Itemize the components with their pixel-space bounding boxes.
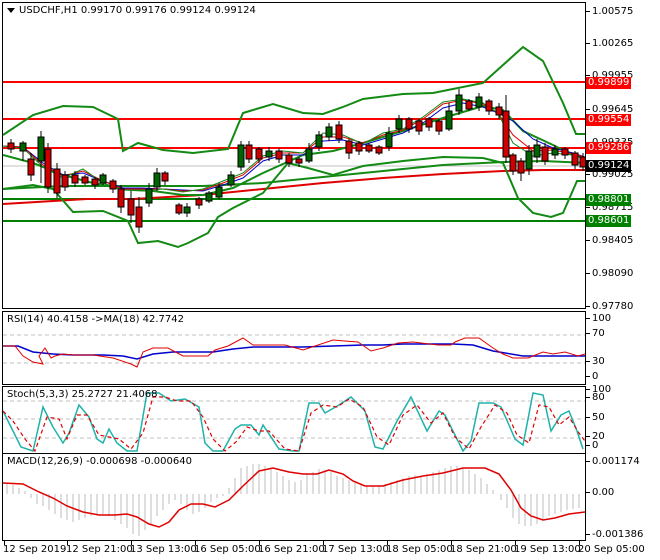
time-label: 16 Sep 21:00 — [258, 544, 325, 555]
stoch-tick: 100 — [586, 384, 611, 396]
bollinger-upper — [3, 45, 585, 155]
time-label: 19 Sep 13:00 — [514, 544, 581, 555]
stoch-tick: 20 — [586, 431, 605, 443]
macd-histogram — [6, 464, 580, 536]
collapse-triangle-icon[interactable] — [7, 7, 15, 13]
price-tick: 1.00575 — [586, 6, 633, 18]
time-label: 20 Sep 05:00 — [578, 544, 645, 555]
rsi-line — [3, 337, 585, 368]
price-chart-canvas — [3, 45, 585, 249]
stochastic-scale: 100 80 50 20 0 — [586, 384, 660, 452]
time-label: 18 Sep 05:00 — [386, 544, 453, 555]
macd-canvas — [3, 464, 585, 536]
price-tick: 0.99955 — [586, 70, 633, 82]
price-tick: 0.98405 — [586, 235, 633, 247]
stoch-signal-line — [3, 396, 585, 453]
rsi-tick: 70 — [586, 328, 605, 340]
stochastic-panel[interactable]: Stoch(5,3,3) 25.2727 21.4068 — [2, 386, 586, 454]
time-axis: 12 Sep 2019 12 Sep 21:00 13 Sep 13:00 16… — [0, 541, 660, 560]
time-label: 13 Sep 13:00 — [130, 544, 197, 555]
macd-scale: 0.001174 0.00 -0.001386 — [586, 453, 660, 541]
rsi-scale: 100 70 30 0 — [586, 311, 660, 383]
price-scale: 1.00575 1.00265 0.99955 0.99645 0.99335 … — [586, 2, 660, 312]
rsi-title: RSI(14) 40.4158 ->MA(18) 42.7742 — [7, 314, 184, 325]
rsi-canvas — [3, 334, 585, 368]
time-label: 12 Sep 21:00 — [66, 544, 133, 555]
macd-tick: -0.001386 — [586, 529, 643, 541]
stoch-main-line — [3, 392, 584, 453]
rsi-tick: 100 — [586, 313, 611, 325]
stoch-tick: 80 — [586, 392, 605, 404]
support-tag-1: 0.98801 — [586, 194, 632, 206]
stochastic-canvas — [3, 392, 585, 453]
price-tick: 0.99645 — [586, 104, 633, 116]
current-price-tag: 0.99124 — [586, 160, 632, 172]
price-chart-panel[interactable]: USDCHF,H1 0.99170 0.99176 0.99124 0.9912… — [2, 2, 586, 309]
time-label: 16 Sep 05:00 — [194, 544, 261, 555]
macd-tick: 0.001174 — [586, 456, 640, 468]
rsi-ma-line — [3, 343, 585, 360]
time-label: 18 Sep 21:00 — [450, 544, 517, 555]
price-tick: 0.97780 — [586, 301, 633, 313]
resistance-tag-1: 0.99899 — [586, 77, 632, 89]
rsi-tick: 30 — [586, 356, 605, 368]
resistance-tag-3: 0.99286 — [586, 142, 632, 154]
price-tick: 0.98715 — [586, 202, 633, 214]
time-label: 17 Sep 13:00 — [322, 544, 389, 555]
bollinger-lower — [3, 155, 585, 249]
candlesticks — [7, 89, 585, 233]
stochastic-title: Stoch(5,3,3) 25.2727 21.4068 — [7, 389, 158, 400]
stoch-tick: 0 — [586, 440, 598, 452]
chart-title: USDCHF,H1 0.99170 0.99176 0.99124 0.9912… — [7, 5, 256, 16]
time-label: 12 Sep 2019 — [3, 544, 67, 555]
rsi-panel[interactable]: RSI(14) 40.4158 ->MA(18) 42.7742 — [2, 311, 586, 385]
stoch-tick: 50 — [586, 412, 605, 424]
price-tick: 0.98090 — [586, 268, 633, 280]
macd-signal-line — [3, 467, 585, 528]
resistance-tag-2: 0.99554 — [586, 114, 632, 126]
rsi-tick: 0 — [586, 371, 598, 383]
macd-panel[interactable]: MACD(12,26,9) -0.000698 -0.000640 — [2, 453, 586, 541]
price-tick: 0.99025 — [586, 169, 633, 181]
support-tag-2: 0.98601 — [586, 215, 632, 227]
macd-tick: 0.00 — [586, 487, 614, 499]
price-tick: 1.00265 — [586, 38, 633, 50]
macd-title: MACD(12,26,9) -0.000698 -0.000640 — [7, 456, 192, 467]
